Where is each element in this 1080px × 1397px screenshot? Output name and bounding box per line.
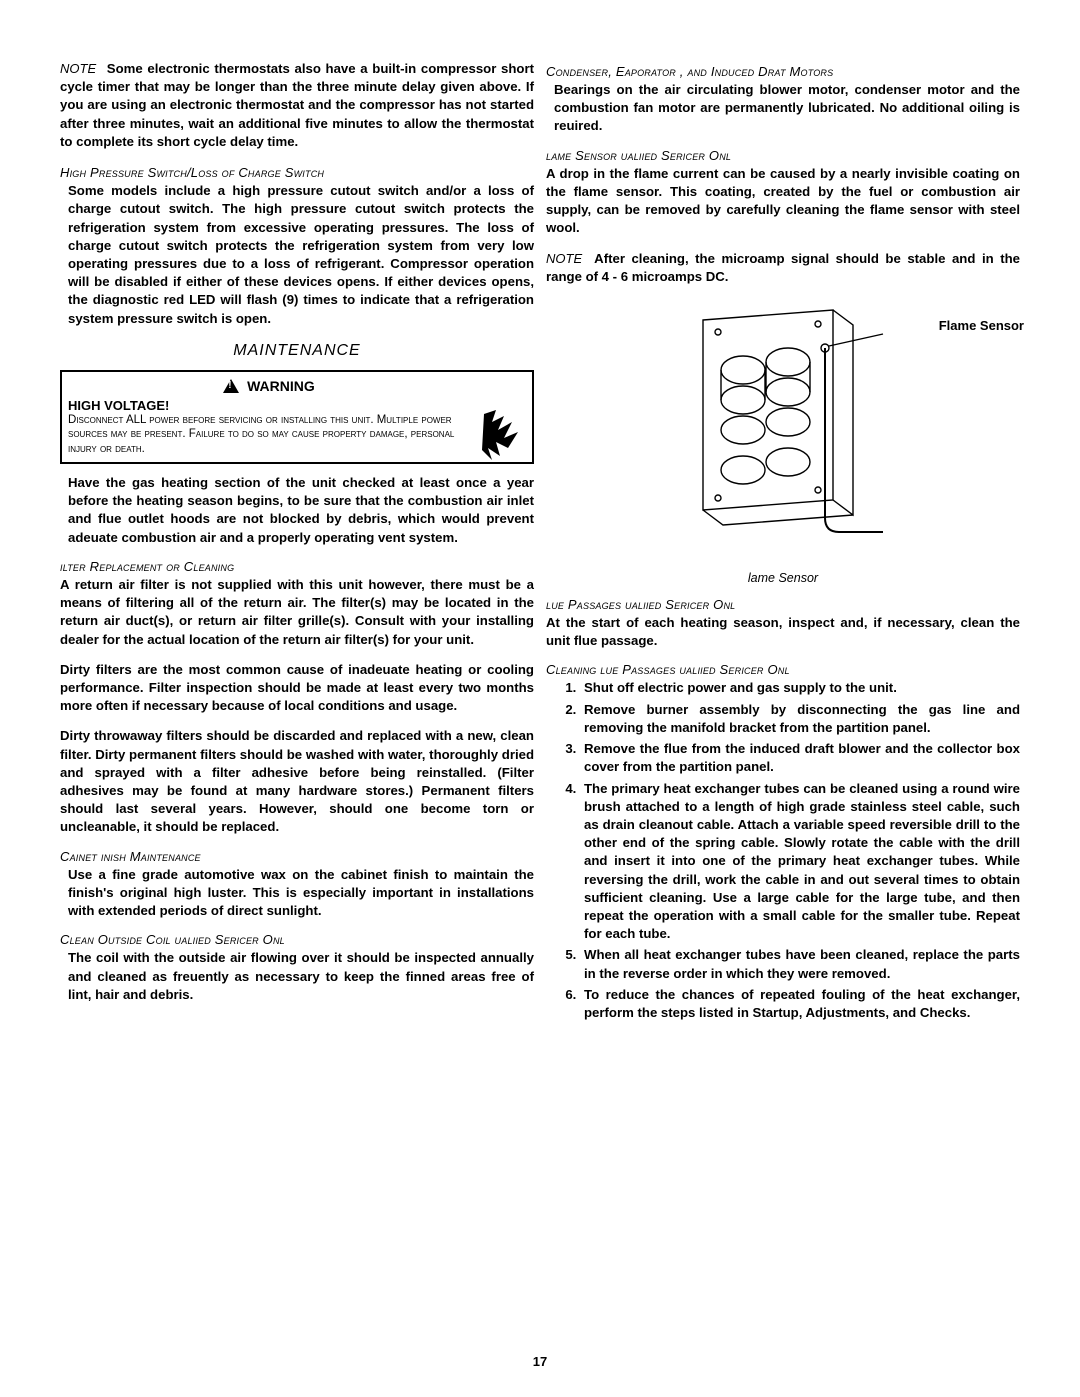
flame-sensor-heading: lame Sensor ualiied Sericer Onl	[546, 148, 1020, 163]
filter-paragraph-3: Dirty throwaway filters should be discar…	[60, 727, 534, 836]
clean-outside-coil-heading: Clean Outside Coil ualiied Sericer Onl	[60, 932, 534, 947]
note-thermostat-paragraph: NOTE Some electronic thermostats also ha…	[60, 60, 534, 151]
warning-label: WARNING	[247, 378, 315, 394]
warning-box: WARNING HIGH VOLTAGE! Disconnect ALL pow…	[60, 370, 534, 464]
step-item: Shut off electric power and gas supply t…	[580, 679, 1020, 697]
cabinet-finish-heading: Cainet inish Maintenance	[60, 849, 534, 864]
flue-passages-heading: lue Passages ualiied Sericer Onl	[546, 597, 1020, 612]
filter-paragraph-1: A return air filter is not supplied with…	[60, 576, 534, 649]
flame-sensor-callout-label: Flame Sensor	[939, 318, 1024, 335]
step-item: Remove burner assembly by disconnecting …	[580, 701, 1020, 737]
motors-heading: Condenser, Eaporator , and Induced Drat …	[546, 64, 1020, 79]
step-item: To reduce the chances of repeated foulin…	[580, 986, 1020, 1022]
cleaning-flue-heading: Cleaning lue Passages ualiied Sericer On…	[546, 662, 1020, 677]
flame-note-text: After cleaning, the microamp signal shou…	[546, 251, 1020, 284]
flame-note-paragraph: NOTE After cleaning, the microamp signal…	[546, 250, 1020, 286]
flame-sensor-figure: Flame Sensor	[546, 300, 1020, 565]
motors-body: Bearings on the air circulating blower m…	[554, 81, 1020, 136]
clean-outside-coil-body: The coil with the outside air flowing ov…	[68, 949, 534, 1004]
flue-passages-body: At the start of each heating season, ins…	[546, 614, 1020, 650]
flame-sensor-body: A drop in the flame current can be cause…	[546, 165, 1020, 238]
warning-header: WARNING	[68, 378, 470, 394]
step-item: The primary heat exchanger tubes can be …	[580, 780, 1020, 944]
note-label: NOTE	[60, 61, 96, 76]
flame-sensor-diagram-icon	[633, 300, 933, 560]
step-item: When all heat exchanger tubes have been …	[580, 946, 1020, 982]
high-pressure-switch-heading: High Pressure Switch/Loss of Charge Swit…	[60, 165, 534, 180]
cabinet-finish-body: Use a fine grade automotive wax on the c…	[68, 866, 534, 921]
shock-hand-icon	[478, 408, 526, 464]
cleaning-steps-list: Shut off electric power and gas supply t…	[552, 679, 1020, 1022]
filter-paragraph-2: Dirty filters are the most common cause …	[60, 661, 534, 716]
maintenance-intro-paragraph: Have the gas heating section of the unit…	[68, 474, 534, 547]
page-number: 17	[0, 1354, 1080, 1369]
warning-body-text: Disconnect ALL power before servicing or…	[68, 413, 470, 456]
filter-replacement-heading: ilter Replacement or Cleaning	[60, 559, 534, 574]
step-item: Remove the flue from the induced draft b…	[580, 740, 1020, 776]
figure-caption: lame Sensor	[546, 571, 1020, 585]
note-label-2: NOTE	[546, 251, 582, 266]
right-column: Condenser, Eaporator , and Induced Drat …	[546, 60, 1020, 1025]
high-voltage-label: HIGH VOLTAGE!	[68, 398, 470, 413]
note-thermostat-text: Some electronic thermostats also have a …	[60, 61, 534, 149]
high-pressure-switch-body: Some models include a high pressure cuto…	[68, 182, 534, 328]
maintenance-section-title: MAINTENANCE	[60, 342, 534, 360]
two-column-layout: NOTE Some electronic thermostats also ha…	[60, 60, 1020, 1025]
left-column: NOTE Some electronic thermostats also ha…	[60, 60, 534, 1025]
warning-triangle-icon	[223, 379, 239, 393]
